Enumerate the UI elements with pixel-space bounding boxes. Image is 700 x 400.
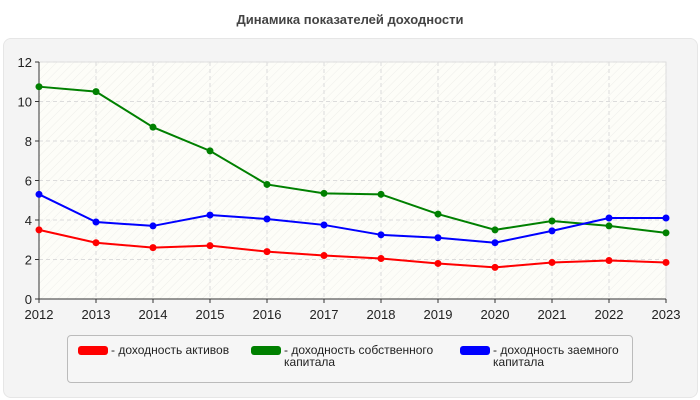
data-point <box>263 180 271 188</box>
y-tick-label: 2 <box>25 253 32 268</box>
data-point <box>263 215 271 223</box>
y-tick-label: 10 <box>18 95 32 110</box>
x-tick-label: 2021 <box>538 307 567 322</box>
data-point <box>149 222 157 230</box>
data-point <box>35 226 43 234</box>
x-tick-label: 2017 <box>310 307 339 322</box>
data-point <box>149 123 157 131</box>
y-tick-label: 6 <box>25 174 32 189</box>
data-point <box>605 222 613 230</box>
x-tick-label: 2012 <box>25 307 54 322</box>
data-point <box>377 231 385 239</box>
data-point <box>320 252 328 260</box>
data-point <box>548 227 556 235</box>
data-point <box>377 255 385 263</box>
legend-swatch <box>78 346 108 355</box>
chart-title: Динамика показателей доходности <box>236 12 464 27</box>
legend-item-assets: - доходность активов <box>78 344 229 356</box>
plot-area <box>38 61 667 300</box>
x-tick-label: 2020 <box>481 307 510 322</box>
y-tick-label: 8 <box>25 134 32 149</box>
data-point <box>491 226 499 234</box>
x-tick-label: 2016 <box>253 307 282 322</box>
data-point <box>92 88 100 96</box>
data-point <box>662 214 670 222</box>
data-point <box>662 258 670 266</box>
data-point <box>377 190 385 198</box>
x-tick-label: 2019 <box>424 307 453 322</box>
data-point <box>491 263 499 271</box>
data-point <box>35 190 43 198</box>
data-point <box>434 259 442 267</box>
x-tick-label: 2014 <box>139 307 168 322</box>
data-point <box>92 218 100 226</box>
data-point <box>149 244 157 252</box>
legend-label: - доходность заемного капитала <box>493 343 619 369</box>
series-line-2 <box>38 193 666 244</box>
data-point <box>434 234 442 242</box>
data-point <box>662 229 670 237</box>
data-point <box>320 189 328 197</box>
data-point <box>548 258 556 266</box>
data-point <box>434 210 442 218</box>
legend: - доходность активов - доходность собств… <box>67 335 633 383</box>
legend-label: - доходность собственного капитала <box>284 343 434 369</box>
legend-label: - доходность активов <box>111 343 230 357</box>
data-point <box>491 239 499 247</box>
legend-item-equity: - доходность собственного капитала <box>251 344 441 368</box>
y-tick-label: 4 <box>25 213 32 228</box>
x-tick-label: 2015 <box>196 307 225 322</box>
x-tick-label: 2022 <box>595 307 624 322</box>
series-line-1 <box>38 85 667 234</box>
data-point <box>206 147 214 155</box>
data-point <box>605 256 613 264</box>
data-point <box>92 239 100 247</box>
x-tick-label: 2023 <box>652 307 681 322</box>
y-tick-label: 12 <box>18 55 32 70</box>
legend-swatch <box>251 346 281 355</box>
legend-swatch <box>460 346 490 355</box>
data-point <box>548 217 556 225</box>
legend-item-debt: - доходность заемного капитала <box>460 344 630 368</box>
y-tick-label: 0 <box>25 292 32 307</box>
series-line-0 <box>38 228 667 269</box>
x-tick-label: 2018 <box>367 307 396 322</box>
data-point <box>35 83 43 91</box>
data-point <box>263 248 271 256</box>
data-point <box>206 211 214 219</box>
x-tick-label: 2013 <box>82 307 111 322</box>
data-point <box>206 242 214 250</box>
data-point <box>605 214 613 222</box>
data-point <box>320 221 328 229</box>
